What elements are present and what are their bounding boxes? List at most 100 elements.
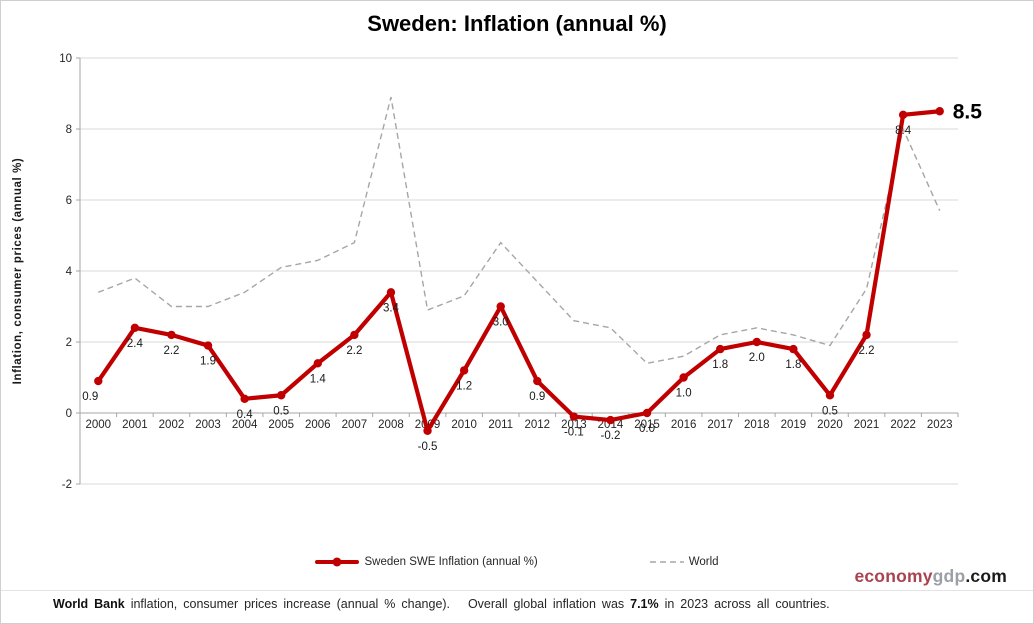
value-label: 2.2 xyxy=(346,345,362,357)
value-label: 1.8 xyxy=(712,359,728,371)
year-tick-label: 2023 xyxy=(927,419,953,431)
legend-item-world: World xyxy=(649,556,719,568)
year-tick-label: 2000 xyxy=(85,419,111,431)
value-label: 0.9 xyxy=(529,391,545,403)
year-tick-label: 2017 xyxy=(707,419,733,431)
year-tick-label: 2020 xyxy=(817,419,843,431)
value-label: 0.9 xyxy=(82,391,98,403)
y-axis-title: Inflation, consumer prices (annual %) xyxy=(12,158,24,385)
data-point xyxy=(825,391,835,400)
data-point xyxy=(130,323,140,332)
data-point xyxy=(496,302,505,311)
value-label: 3.0 xyxy=(493,317,509,329)
final-value-label: 8.5 xyxy=(953,100,983,123)
legend-item-sweden: Sweden SWE Inflation (annual %) xyxy=(315,556,538,568)
data-point xyxy=(167,330,176,340)
data-point xyxy=(935,107,944,116)
logo-com: .com xyxy=(965,566,1007,586)
value-label: 1.9 xyxy=(200,356,216,368)
year-tick-label: 2003 xyxy=(195,419,221,431)
value-label: 3.4 xyxy=(383,302,400,314)
year-tick-label: 2014 xyxy=(598,419,624,431)
data-point xyxy=(423,426,432,435)
y-tick-label: 4 xyxy=(66,266,73,278)
data-point xyxy=(350,330,359,340)
year-tick-label: 2006 xyxy=(305,419,331,431)
data-point xyxy=(240,394,249,403)
year-tick-label: 2008 xyxy=(378,419,404,431)
data-point xyxy=(313,359,322,368)
value-label: -0.5 xyxy=(418,441,438,453)
chart-title: Sweden: Inflation (annual %) xyxy=(367,11,667,36)
footnote-text-1: inflation, consumer prices increase (ann… xyxy=(124,597,631,611)
value-label: 1.2 xyxy=(456,380,472,392)
value-label: 0.0 xyxy=(639,423,655,435)
value-label: 1.8 xyxy=(785,359,801,371)
year-tick-label: 2001 xyxy=(122,419,148,431)
data-point xyxy=(203,341,213,350)
year-tick-label: 2019 xyxy=(781,419,807,431)
value-label: 8.4 xyxy=(895,125,912,137)
data-point xyxy=(716,344,725,354)
year-tick-label: 2022 xyxy=(890,419,916,431)
logo-gdp: gdp xyxy=(932,566,966,586)
data-point xyxy=(862,330,871,340)
logo-economy: economy xyxy=(854,566,933,586)
data-point xyxy=(386,288,396,297)
value-label: 2.2 xyxy=(163,345,179,357)
data-point xyxy=(642,408,652,418)
value-label: 0.5 xyxy=(273,405,289,417)
footer-divider xyxy=(1,590,1033,591)
year-tick-label: 2013 xyxy=(561,419,587,431)
value-label: -0.2 xyxy=(601,430,621,442)
value-label: 1.4 xyxy=(310,373,327,385)
year-tick-label: 2007 xyxy=(342,419,368,431)
value-label: 2.4 xyxy=(127,338,144,350)
data-point xyxy=(94,376,103,386)
value-label: 0.4 xyxy=(237,409,254,421)
data-point xyxy=(606,415,615,425)
data-point xyxy=(898,110,908,120)
value-label: 1.0 xyxy=(676,388,692,400)
data-point xyxy=(459,366,469,375)
data-point xyxy=(789,344,798,354)
value-label: -0.1 xyxy=(564,427,584,439)
footnote-global-rate: 7.1% xyxy=(630,597,659,611)
year-tick-label: 2021 xyxy=(854,419,880,431)
y-tick-label: 10 xyxy=(59,53,72,65)
data-point xyxy=(752,337,761,347)
logo: economygdp.com xyxy=(854,566,1007,587)
y-tick-label: 0 xyxy=(66,408,72,420)
year-tick-label: 2016 xyxy=(671,419,697,431)
data-point xyxy=(679,373,688,382)
sweden-line-sample-icon xyxy=(315,557,360,567)
year-tick-label: 2010 xyxy=(451,419,477,431)
y-tick-label: 8 xyxy=(66,124,72,136)
y-tick-label: -2 xyxy=(62,479,72,491)
data-point xyxy=(533,376,542,386)
year-tick-label: 2011 xyxy=(488,419,513,431)
year-tick-label: 2015 xyxy=(634,419,660,431)
legend-label-sweden: Sweden SWE Inflation (annual %) xyxy=(364,556,538,568)
year-tick-label: 2012 xyxy=(524,419,550,431)
footnote: World Bank inflation, consumer prices in… xyxy=(53,597,1013,611)
year-tick-label: 2018 xyxy=(744,419,770,431)
year-tick-label: 2002 xyxy=(159,419,185,431)
year-tick-label: 2004 xyxy=(232,419,258,431)
data-point xyxy=(277,391,286,400)
inflation-chart: 10 8 6 4 2 0 -2 2000 2001 2002 2003 2004 2005 2006 200… xyxy=(12,53,983,491)
world-line xyxy=(98,96,941,365)
value-label: 0.5 xyxy=(822,405,838,417)
data-point xyxy=(569,412,579,421)
y-tick-label: 6 xyxy=(66,195,72,207)
value-label: 2.0 xyxy=(749,352,765,364)
legend: Sweden SWE Inflation (annual %) World xyxy=(1,552,1033,572)
y-tick-label: 2 xyxy=(66,337,72,349)
world-line-sample-icon xyxy=(649,561,684,563)
legend-label-world: World xyxy=(688,556,719,568)
year-tick-label: 2005 xyxy=(268,419,294,431)
footnote-source: World Bank xyxy=(53,597,125,611)
footnote-text-2: in 2023 across all countries. xyxy=(658,597,830,611)
sweden-line xyxy=(96,109,942,433)
